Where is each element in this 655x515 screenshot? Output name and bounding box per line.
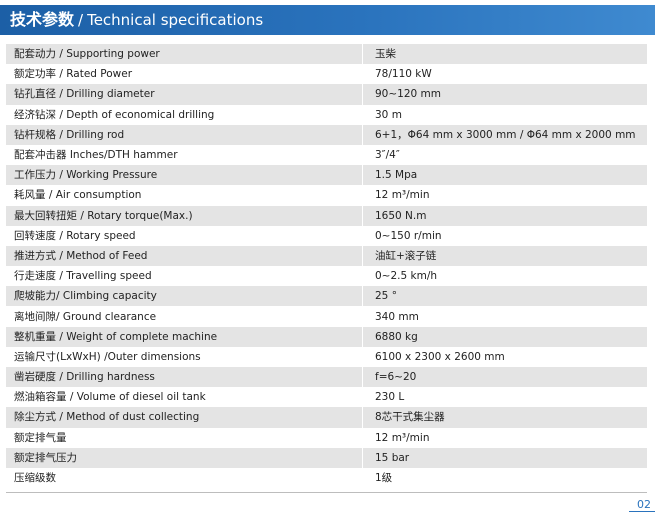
section-title-separator: /: [78, 11, 84, 29]
spec-label: 整机重量 / Weight of complete machine: [6, 326, 363, 347]
spec-row: 耗风量 / Air consumption 12 m³/min: [6, 185, 647, 206]
spec-label: 配套动力 / Supporting power: [6, 44, 363, 65]
spec-label: 配套冲击器 Inches/DTH hammer: [6, 144, 363, 166]
spec-value: 6100 x 2300 x 2600 mm: [362, 346, 647, 367]
section-header: 技术参数 / Technical specifications: [0, 5, 655, 35]
spec-row: 钻孔直径 / Drilling diameter 90~120 mm: [6, 84, 647, 105]
spec-label: 额定排气压力: [6, 447, 363, 468]
spec-row: 钻杆规格 / Drilling rod 6+1，Φ64 mm x 3000 mm …: [6, 124, 647, 145]
spec-value: 230 L: [362, 387, 647, 408]
spec-table-body: 配套动力 / Supporting power 玉柴 额定功率 / Rated Po…: [6, 44, 647, 489]
spec-label: 额定排气量: [6, 427, 363, 448]
spec-label: 压缩级数: [6, 467, 363, 489]
spec-value: 25 °: [362, 286, 647, 307]
spec-row: 经济钻深 / Depth of economical drilling 30 m: [6, 104, 647, 125]
page-number-underline: [629, 511, 655, 512]
spec-label: 除尘方式 / Method of dust collecting: [6, 407, 363, 428]
spec-table: 配套动力 / Supporting power 玉柴 额定功率 / Rated Po…: [6, 44, 647, 489]
spec-value: 3″/4″: [362, 144, 647, 166]
spec-row: 回转速度 / Rotary speed 0~150 r/min: [6, 225, 647, 246]
page-number: 02: [637, 498, 651, 511]
spec-row: 燃油箱容量 / Volume of diesel oil tank 230 L: [6, 387, 647, 408]
spec-label: 工作压力 / Working Pressure: [6, 165, 363, 186]
spec-value: 1.5 Mpa: [362, 165, 647, 186]
spec-label: 运输尺寸(LxWxH) /Outer dimensions: [6, 346, 363, 367]
spec-value: 0~2.5 km/h: [362, 266, 647, 287]
spec-value: 玉柴: [362, 44, 647, 65]
spec-value: 90~120 mm: [362, 84, 647, 105]
section-title: 技术参数 / Technical specifications: [10, 5, 263, 35]
spec-value: 油缸+滚子链: [362, 245, 647, 267]
spec-value: 6880 kg: [362, 326, 647, 347]
spec-value: 1650 N.m: [362, 205, 647, 226]
spec-label: 回转速度 / Rotary speed: [6, 225, 363, 246]
spec-row: 整机重量 / Weight of complete machine 6880 kg: [6, 326, 647, 347]
spec-label: 经济钻深 / Depth of economical drilling: [6, 104, 363, 125]
spec-row: 配套冲击器 Inches/DTH hammer 3″/4″: [6, 144, 647, 166]
spec-label: 燃油箱容量 / Volume of diesel oil tank: [6, 387, 363, 408]
spec-value: 12 m³/min: [362, 185, 647, 206]
spec-row: 离地间隙/ Ground clearance 340 mm: [6, 306, 647, 327]
spec-label: 离地间隙/ Ground clearance: [6, 306, 363, 327]
spec-value: 15 bar: [362, 447, 647, 468]
spec-row: 额定功率 / Rated Power 78/110 kW: [6, 64, 647, 85]
spec-row: 除尘方式 / Method of dust collecting 8芯干式集尘器: [6, 407, 647, 428]
spec-label: 钻孔直径 / Drilling diameter: [6, 84, 363, 105]
spec-value: 78/110 kW: [362, 64, 647, 85]
spec-value: 12 m³/min: [362, 427, 647, 448]
spec-row: 运输尺寸(LxWxH) /Outer dimensions 6100 x 2300…: [6, 346, 647, 367]
spec-label: 爬坡能力/ Climbing capacity: [6, 286, 363, 307]
spec-label: 钻杆规格 / Drilling rod: [6, 124, 363, 145]
spec-label: 最大回转扭矩 / Rotary torque(Max.): [6, 205, 363, 226]
spec-row: 压缩级数 1级: [6, 467, 647, 489]
spec-value: 8芯干式集尘器: [362, 407, 647, 428]
table-bottom-rule: [6, 492, 647, 493]
spec-label: 耗风量 / Air consumption: [6, 185, 363, 206]
spec-row: 配套动力 / Supporting power 玉柴: [6, 44, 647, 65]
spec-value: 340 mm: [362, 306, 647, 327]
spec-row: 推进方式 / Method of Feed 油缸+滚子链: [6, 245, 647, 267]
spec-row: 工作压力 / Working Pressure 1.5 Mpa: [6, 165, 647, 186]
spec-row: 爬坡能力/ Climbing capacity 25 °: [6, 286, 647, 307]
spec-row: 最大回转扭矩 / Rotary torque(Max.) 1650 N.m: [6, 205, 647, 226]
spec-value: 30 m: [362, 104, 647, 125]
spec-label: 推进方式 / Method of Feed: [6, 245, 363, 267]
spec-row: 凿岩硬度 / Drilling hardness f=6~20: [6, 367, 647, 388]
section-title-en: Technical specifications: [87, 11, 264, 29]
spec-label: 额定功率 / Rated Power: [6, 64, 363, 85]
spec-value: 1级: [362, 467, 647, 489]
spec-label: 凿岩硬度 / Drilling hardness: [6, 367, 363, 388]
spec-row: 额定排气量 12 m³/min: [6, 427, 647, 448]
spec-row: 额定排气压力 15 bar: [6, 447, 647, 468]
section-title-cn: 技术参数: [10, 10, 75, 29]
spec-value: 6+1，Φ64 mm x 3000 mm / Φ64 mm x 2000 mm: [362, 124, 647, 145]
spec-row: 行走速度 / Travelling speed 0~2.5 km/h: [6, 266, 647, 287]
spec-value: f=6~20: [362, 367, 647, 388]
spec-label: 行走速度 / Travelling speed: [6, 266, 363, 287]
spec-value: 0~150 r/min: [362, 225, 647, 246]
